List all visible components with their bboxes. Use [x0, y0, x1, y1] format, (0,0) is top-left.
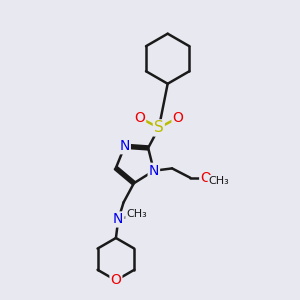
Text: O: O: [110, 273, 122, 287]
Text: O: O: [134, 111, 145, 124]
Text: O: O: [200, 171, 211, 185]
Text: S: S: [154, 120, 164, 135]
Text: CH₃: CH₃: [208, 176, 229, 186]
Text: N: N: [119, 139, 130, 153]
Text: O: O: [172, 111, 183, 124]
Text: N: N: [113, 212, 124, 226]
Text: CH₃: CH₃: [126, 209, 147, 219]
Text: N: N: [149, 164, 159, 178]
